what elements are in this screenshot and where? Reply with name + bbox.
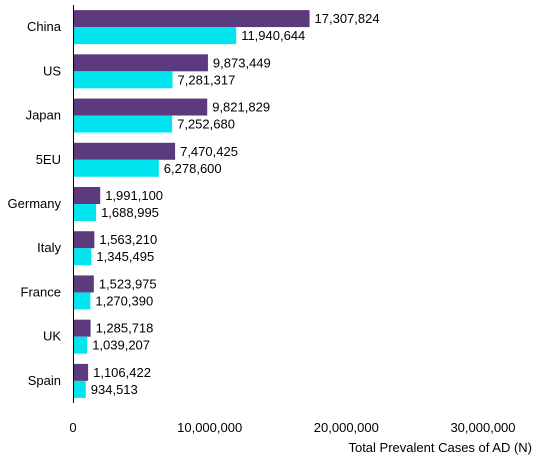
x-tick-label-3: 30,000,000 — [450, 420, 515, 435]
bar-5eu-series2 — [73, 159, 159, 177]
x-tick-label-1: 10,000,000 — [177, 420, 242, 435]
category-label-uk: UK — [43, 329, 61, 344]
bar-china-series1 — [73, 10, 310, 28]
value-labels: 17,307,824 11,940,644 9,873,449 7,281,317 9,… — [91, 11, 380, 397]
value-label-italy-series2: 1,345,495 — [96, 249, 154, 264]
bar-spain-series2 — [73, 380, 86, 398]
value-label-china-series1: 17,307,824 — [315, 11, 380, 26]
bar-germany-series1 — [73, 187, 101, 204]
value-label-germany-series2: 1,688,995 — [101, 205, 159, 220]
category-label-japan: Japan — [26, 108, 61, 123]
bar-japan-series2 — [73, 115, 173, 133]
bar-spain-series1 — [73, 363, 89, 381]
category-label-germany: Germany — [8, 196, 62, 211]
value-label-japan-series1: 9,821,829 — [212, 100, 270, 115]
bar-germany-series2 — [73, 204, 97, 221]
value-label-spain-series2: 934,513 — [91, 382, 138, 397]
value-label-uk-series2: 1,039,207 — [92, 338, 150, 353]
bar-us-series1 — [73, 54, 208, 72]
bar-5eu-series1 — [73, 142, 176, 160]
bar-italy-series1 — [73, 231, 95, 249]
value-label-uk-series1: 1,285,718 — [96, 321, 154, 336]
x-axis-title: Total Prevalent Cases of AD (N) — [348, 440, 532, 455]
bar-france-series1 — [73, 275, 94, 293]
category-label-france: France — [21, 284, 61, 299]
value-label-spain-series1: 1,106,422 — [93, 365, 151, 380]
bar-us-series2 — [73, 71, 173, 89]
value-label-us-series1: 9,873,449 — [213, 55, 271, 70]
bar-france-series2 — [73, 292, 91, 310]
category-label-us: US — [43, 63, 61, 78]
bar-china-series2 — [73, 27, 237, 45]
category-label-china: China — [27, 19, 62, 34]
value-label-germany-series1: 1,991,100 — [105, 188, 163, 203]
category-label-italy: Italy — [37, 240, 61, 255]
value-label-france-series1: 1,523,975 — [99, 276, 157, 291]
bar-uk-series1 — [73, 319, 91, 337]
value-label-italy-series1: 1,563,210 — [99, 232, 157, 247]
value-label-china-series2: 11,940,644 — [241, 28, 305, 43]
x-tick-labels: 0 10,000,000 20,000,000 30,000,000 — [69, 420, 515, 435]
bar-japan-series1 — [73, 98, 208, 116]
category-label-spain: Spain — [28, 373, 61, 388]
value-label-5eu-series2: 6,278,600 — [164, 161, 222, 176]
value-label-france-series2: 1,270,390 — [95, 293, 153, 308]
x-tick-label-0: 0 — [69, 420, 76, 435]
bar-uk-series2 — [73, 336, 88, 354]
value-label-japan-series2: 7,252,680 — [177, 117, 235, 132]
category-labels: China US Japan 5EU Germany Italy France UK Spain — [8, 19, 62, 388]
value-label-5eu-series1: 7,470,425 — [180, 144, 238, 159]
bar-italy-series2 — [73, 248, 92, 266]
value-label-us-series2: 7,281,317 — [178, 72, 236, 87]
x-tick-label-2: 20,000,000 — [314, 420, 379, 435]
bars-group — [73, 10, 310, 398]
category-label-5eu: 5EU — [36, 152, 61, 167]
